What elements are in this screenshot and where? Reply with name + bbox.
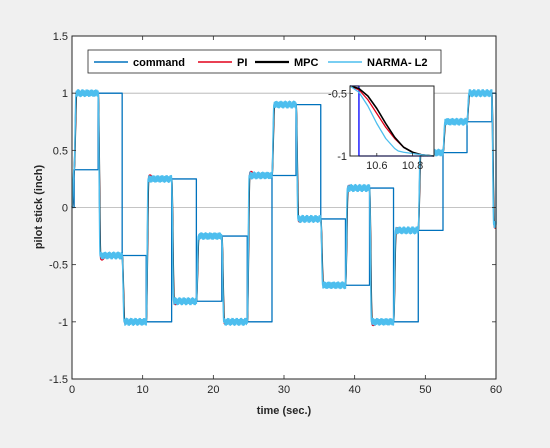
y-tick-label: -1 (58, 317, 68, 329)
inset-x-tick-label: 10.6 (366, 160, 387, 172)
x-tick-label: 40 (349, 384, 361, 396)
legend-label-command: command (133, 57, 185, 69)
main-ticks: 0 10 20 30 40 50 60 -1.5 -1 -0.5 0 0.5 1 1.5 (49, 31, 502, 396)
x-tick-label: 50 (419, 384, 431, 396)
inset-plot-area (350, 86, 434, 156)
series-line-command (72, 92, 497, 323)
y-tick-label: 1 (62, 88, 68, 100)
x-tick-label: 20 (207, 384, 219, 396)
inset-axes-box (349, 85, 435, 157)
x-tick-label: 0 (69, 384, 75, 396)
legend-label-narma: NARMA- L2 (367, 57, 428, 69)
legend: command PI MPC NARMA- L2 (87, 49, 442, 74)
inset-y-tick-label: -0.5 (328, 89, 347, 101)
y-tick-label: 1.5 (53, 31, 68, 43)
y-axis-label: pilot stick (inch) (33, 164, 45, 249)
legend-label-mpc: MPC (294, 57, 319, 69)
y-tick-label: -0.5 (49, 260, 68, 272)
inset-chart: 10.6 10.8 -0.5 -1 (328, 85, 435, 173)
inset-y-tick-label: -1 (337, 151, 347, 163)
x-tick-label: 30 (278, 384, 290, 396)
y-tick-label: 0 (62, 203, 68, 215)
x-axis-label: time (sec.) (257, 405, 312, 417)
legend-label-pi: PI (237, 57, 247, 69)
x-tick-label: 10 (137, 384, 149, 396)
inset-line-narma (349, 85, 435, 157)
y-tick-label: -1.5 (49, 374, 68, 386)
inset-x-tick-label: 10.8 (402, 160, 423, 172)
inset-ticks: 10.6 10.8 -0.5 -1 (328, 89, 423, 173)
y-tick-label: 0.5 (53, 145, 68, 157)
x-tick-label: 60 (490, 384, 502, 396)
